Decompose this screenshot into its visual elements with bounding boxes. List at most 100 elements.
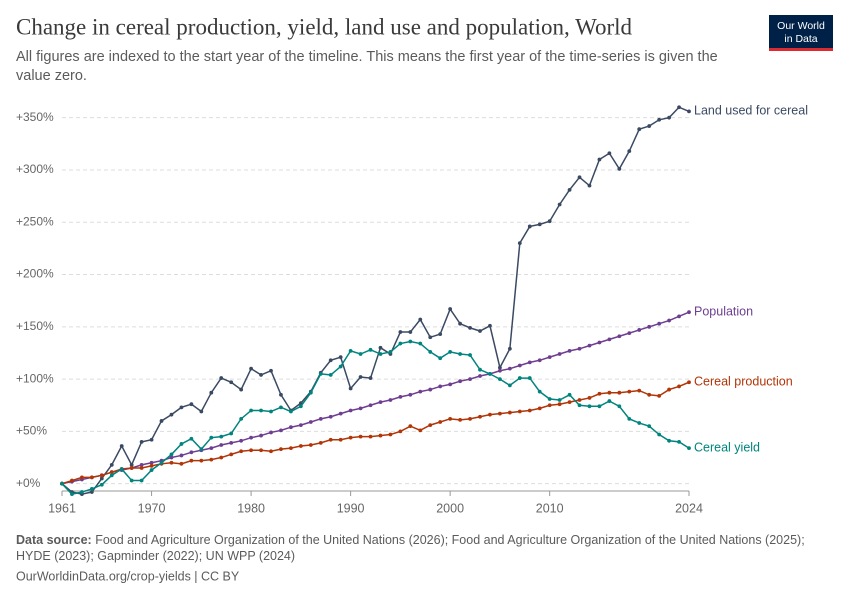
data-point xyxy=(458,321,462,326)
x-tick-label: 2024 xyxy=(675,501,703,515)
data-point xyxy=(298,423,303,428)
data-point xyxy=(498,368,502,373)
data-point xyxy=(318,416,323,421)
data-point xyxy=(328,437,333,442)
data-point xyxy=(219,443,224,447)
data-point xyxy=(308,443,313,447)
data-point xyxy=(159,419,164,423)
y-tick-label: +200% xyxy=(16,267,54,281)
data-point xyxy=(289,409,293,414)
data-point xyxy=(408,339,413,344)
logo-stripe xyxy=(769,48,833,51)
data-point xyxy=(289,425,293,430)
data-point xyxy=(189,436,194,441)
data-point xyxy=(607,337,612,342)
data-point xyxy=(677,439,681,444)
data-point xyxy=(378,352,383,356)
data-point xyxy=(557,402,562,407)
data-point xyxy=(129,462,134,467)
data-point xyxy=(607,151,612,156)
data-point xyxy=(259,373,263,377)
data-point xyxy=(667,438,671,443)
data-point xyxy=(438,384,443,389)
data-point xyxy=(328,414,333,419)
data-point xyxy=(119,467,124,471)
series-label: Population xyxy=(694,304,753,318)
data-point xyxy=(70,492,74,497)
data-point xyxy=(139,462,144,467)
chart-title: Change in cereal production, yield, land… xyxy=(16,14,633,39)
data-point xyxy=(627,389,632,394)
y-tick-label: +300% xyxy=(16,162,54,176)
data-point xyxy=(239,416,244,421)
chart-subtitle: All figures are indexed to the start yea… xyxy=(16,49,718,84)
data-point xyxy=(627,149,632,154)
data-point xyxy=(338,437,343,442)
data-point xyxy=(229,380,234,385)
data-point xyxy=(289,446,293,451)
logo-box xyxy=(769,15,833,50)
source: Data source: Food and Agriculture Organi… xyxy=(16,532,816,564)
data-point xyxy=(647,324,652,329)
series-line xyxy=(61,340,690,495)
data-point xyxy=(279,447,283,452)
data-point xyxy=(368,434,373,439)
data-point xyxy=(219,434,224,439)
x-tick-label: 1980 xyxy=(237,501,265,515)
logo-text: Our World xyxy=(777,20,825,32)
source-text: Food and Agriculture Organization of the… xyxy=(16,533,805,563)
data-point xyxy=(119,444,124,448)
data-point xyxy=(438,332,443,337)
data-point xyxy=(527,376,532,380)
data-point xyxy=(169,412,174,417)
data-point xyxy=(89,475,94,480)
data-point xyxy=(99,473,104,478)
data-point xyxy=(517,363,522,368)
data-point xyxy=(577,403,582,408)
data-point xyxy=(269,449,273,454)
data-point xyxy=(279,405,283,410)
data-point xyxy=(478,329,482,333)
data-point xyxy=(657,432,662,437)
data-point xyxy=(517,376,522,380)
footer: OurWorldinData.org/crop-yields | CC BY xyxy=(16,569,240,583)
data-point xyxy=(597,340,602,345)
data-point xyxy=(627,416,632,421)
data-point xyxy=(139,466,144,470)
data-point xyxy=(527,224,532,229)
data-point xyxy=(89,490,94,494)
data-point xyxy=(199,409,204,414)
data-point xyxy=(617,404,622,409)
data-point xyxy=(537,222,542,227)
data-point xyxy=(348,435,353,440)
data-point xyxy=(428,335,433,340)
data-point xyxy=(318,440,323,445)
data-point xyxy=(179,453,184,458)
data-point xyxy=(498,377,502,382)
data-point xyxy=(667,387,671,392)
data-point xyxy=(428,350,433,354)
series-line xyxy=(61,381,690,485)
data-point xyxy=(637,328,642,332)
data-point xyxy=(448,307,453,311)
data-point xyxy=(348,386,353,391)
data-point xyxy=(687,109,691,114)
data-point xyxy=(408,330,413,334)
data-point xyxy=(547,355,552,360)
data-point xyxy=(99,482,104,487)
data-point xyxy=(637,127,642,132)
data-point xyxy=(249,435,253,440)
data-point xyxy=(239,438,244,443)
data-point xyxy=(677,384,681,389)
data-point xyxy=(308,420,313,424)
x-tick-label: 1990 xyxy=(337,501,365,515)
data-point xyxy=(239,387,244,392)
data-point xyxy=(438,356,443,361)
data-point xyxy=(219,455,224,460)
data-point xyxy=(249,448,253,453)
data-point xyxy=(597,157,602,162)
data-point xyxy=(627,331,632,335)
data-point xyxy=(478,367,482,372)
data-point xyxy=(647,392,652,397)
